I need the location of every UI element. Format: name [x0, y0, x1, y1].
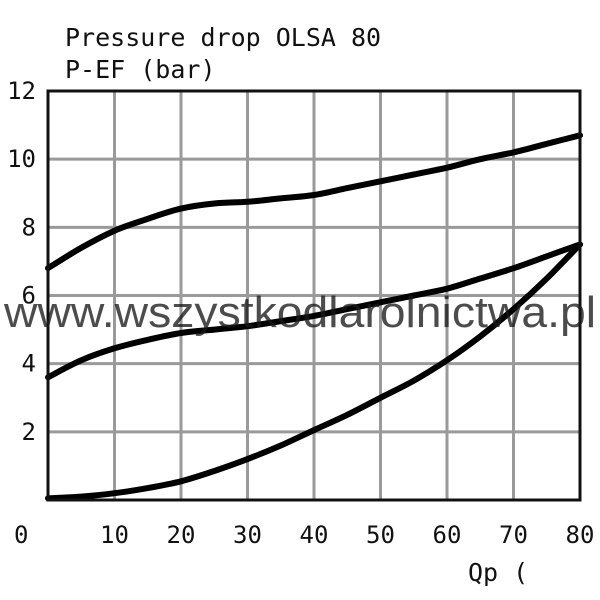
watermark: www.wszystkodlarolnictwa.pl [3, 288, 596, 337]
x-tick-label: 70 [499, 521, 528, 549]
series-line-3 [45, 241, 583, 502]
y-axis-label: P-EF (bar) [65, 55, 216, 84]
x-tick-label: 20 [167, 521, 196, 549]
y-tick-label: 2 [22, 418, 36, 446]
x-tick-label: 40 [300, 521, 329, 549]
x-tick-label: 60 [433, 521, 462, 549]
x-axis-label: Qp ( [468, 558, 528, 587]
series-line-2 [45, 241, 583, 381]
series-lines [45, 132, 583, 502]
y-tick-label: 4 [22, 350, 36, 378]
y-tick-label: 12 [7, 77, 36, 105]
y-tick-label: 10 [7, 145, 36, 173]
plot-frame [46, 89, 582, 502]
y-tick-label: 8 [22, 213, 36, 241]
x-tick-label: 0 [14, 521, 28, 549]
tick-labels: 0 10 20 30 40 50 60 70 80 2 4 6 8 10 12 [7, 77, 594, 549]
series-line-1 [45, 132, 583, 272]
x-tick-label: 30 [233, 521, 262, 549]
x-tick-label: 10 [100, 521, 129, 549]
chart-title: Pressure drop OLSA 80 [65, 23, 381, 52]
x-tick-label: 80 [566, 521, 595, 549]
x-tick-label: 50 [366, 521, 395, 549]
grid [48, 91, 580, 500]
y-tick-label: 6 [22, 282, 36, 310]
